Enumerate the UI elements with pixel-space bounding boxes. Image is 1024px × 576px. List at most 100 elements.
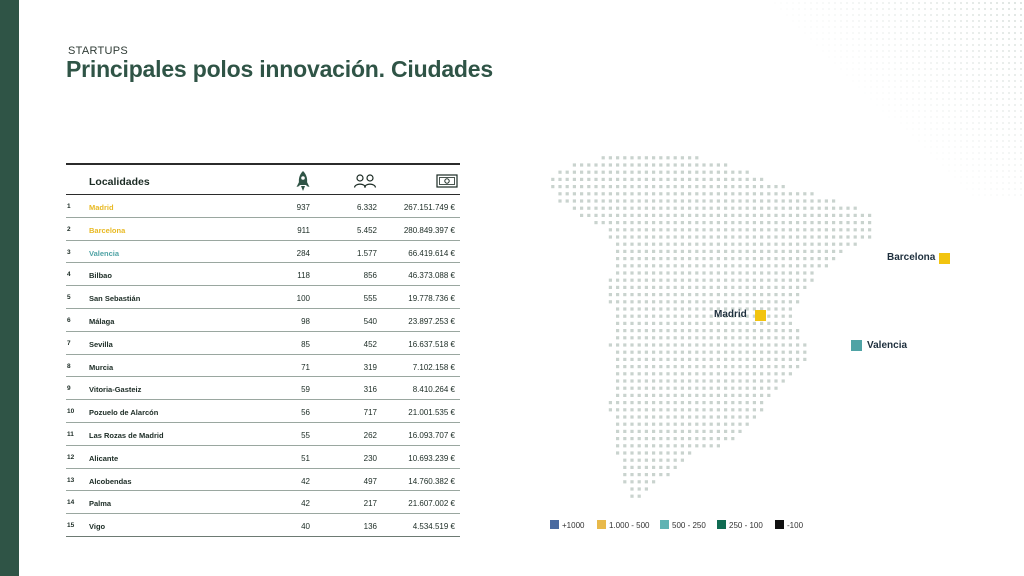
map-dot (695, 429, 699, 433)
decor-dot (906, 14, 908, 16)
decor-dot (798, 14, 800, 16)
map-dot (716, 307, 720, 311)
decor-dot (936, 134, 938, 136)
map-dot (709, 408, 713, 412)
map-dot (580, 199, 584, 203)
decor-dot (912, 68, 914, 70)
map-dot (724, 415, 728, 419)
map-dot (673, 185, 677, 189)
decor-dot (978, 176, 980, 178)
map-dot (601, 185, 605, 189)
map-dot (716, 264, 720, 268)
map-dot (601, 163, 605, 167)
decor-dot (978, 68, 980, 70)
map-dot (781, 365, 785, 369)
map-dot (608, 278, 612, 282)
map-dot (752, 307, 756, 311)
map-dot (803, 357, 807, 361)
decor-dot (960, 86, 962, 88)
decor-dot (804, 14, 806, 16)
map-dot (572, 185, 576, 189)
decor-dot (996, 182, 998, 184)
map-dot (673, 458, 677, 462)
map-dot (608, 206, 612, 210)
map-dot (680, 293, 684, 297)
map-dot (752, 336, 756, 340)
decor-dot (972, 44, 974, 46)
map-dot (731, 321, 735, 325)
decor-dot (924, 104, 926, 106)
map-dot (731, 242, 735, 246)
map-dot (709, 401, 713, 405)
map-dot (868, 228, 872, 232)
decor-dot (966, 152, 968, 154)
map-dot (666, 235, 670, 239)
map-dot (796, 300, 800, 304)
row-investment: 280.849.397 € (403, 225, 455, 235)
map-dot (724, 422, 728, 426)
map-dot (623, 264, 627, 268)
map-dot (788, 329, 792, 333)
decor-dot (936, 116, 938, 118)
map-dot (760, 401, 764, 405)
map-dot (616, 437, 620, 441)
decor-dot (1020, 44, 1022, 46)
map-dot (868, 213, 872, 217)
decor-dot (846, 14, 848, 16)
map-dot (839, 235, 843, 239)
decor-dot (906, 128, 908, 130)
decor-dot (984, 158, 986, 160)
map-dot (860, 235, 864, 239)
map-dot (709, 235, 713, 239)
map-dot (666, 278, 670, 282)
map-dot (587, 206, 591, 210)
map-dot (781, 285, 785, 289)
row-rank: 3 (67, 248, 71, 256)
map-dot (709, 321, 713, 325)
decor-dot (864, 26, 866, 28)
decor-dot (990, 26, 992, 28)
map-dot (760, 293, 764, 297)
decor-dot (1020, 86, 1022, 88)
map-dot (788, 357, 792, 361)
map-dot (644, 422, 648, 426)
map-dot (803, 242, 807, 246)
map-dot (731, 408, 735, 412)
decor-dot (924, 50, 926, 52)
decor-dot (1002, 8, 1004, 10)
map-dot (853, 242, 857, 246)
map-dot (731, 278, 735, 282)
map-dot (630, 163, 634, 167)
decor-dot (996, 80, 998, 82)
map-dot (673, 170, 677, 174)
map-dot (774, 235, 778, 239)
map-dot (616, 336, 620, 340)
map-dot (760, 221, 764, 225)
map-dot (846, 221, 850, 225)
map-dot (695, 350, 699, 354)
map-dot (702, 357, 706, 361)
decor-dot (1008, 32, 1010, 34)
decor-dot (1020, 122, 1022, 124)
map-dot (616, 415, 620, 419)
map-dot (637, 271, 641, 275)
decor-dot (804, 32, 806, 34)
decor-dot (942, 92, 944, 94)
map-dot (781, 307, 785, 311)
map-dot (716, 257, 720, 261)
map-dot (724, 401, 728, 405)
map-dot (652, 213, 656, 217)
map-dot (752, 372, 756, 376)
row-city: Madrid (89, 203, 114, 212)
map-dot (580, 185, 584, 189)
decor-dot (984, 140, 986, 142)
map-dot (695, 285, 699, 289)
map-dot (630, 293, 634, 297)
map-dot (637, 458, 641, 462)
decor-dot (900, 80, 902, 82)
map-dot (616, 393, 620, 397)
map-dot (673, 444, 677, 448)
decor-dot (954, 116, 956, 118)
map-dot (709, 329, 713, 333)
map-dot (659, 264, 663, 268)
